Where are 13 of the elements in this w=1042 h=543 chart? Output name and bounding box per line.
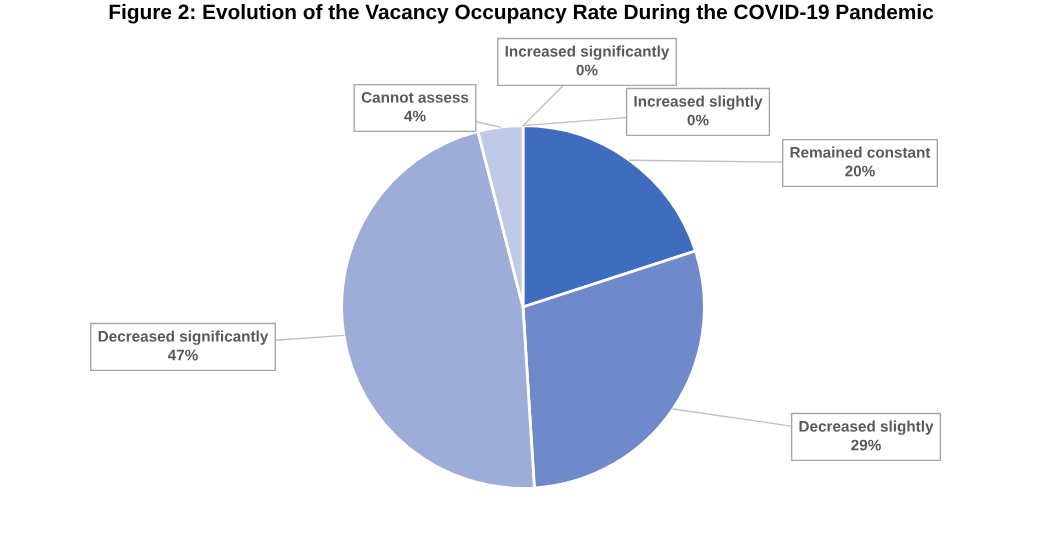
slice-label: Decreased slightly	[799, 420, 934, 435]
text: 0%	[576, 64, 598, 76]
data-label: 29%	[851, 439, 881, 451]
data-label: 4%	[404, 110, 426, 122]
category-label: Increased slightly	[634, 95, 763, 110]
text: 0%	[687, 114, 709, 126]
chart-title: Figure 2: Evolution of the Vacancy Occupancy Rate During the COVID-19 Pandemic	[109, 4, 934, 24]
category-label: Increased significantly	[505, 45, 670, 60]
data-label: 20%	[845, 165, 875, 177]
slice-label: Remained constant	[790, 146, 931, 158]
slice-label: Cannot assess	[361, 91, 469, 103]
data-label: 47%	[167, 349, 198, 361]
slice-label: Decreased significantly	[98, 330, 269, 345]
